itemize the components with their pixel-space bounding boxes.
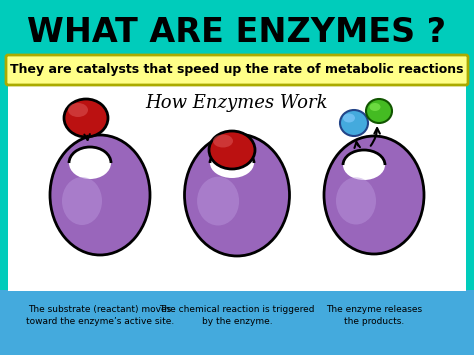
Ellipse shape — [366, 99, 392, 123]
Ellipse shape — [340, 110, 368, 136]
Text: The substrate (reactant) moves
toward the enzyme’s active site.: The substrate (reactant) moves toward th… — [26, 305, 174, 327]
Ellipse shape — [64, 99, 108, 137]
Ellipse shape — [213, 135, 233, 147]
Text: The chemical reaction is triggered
by the enzyme.: The chemical reaction is triggered by th… — [159, 305, 315, 327]
Ellipse shape — [324, 136, 424, 254]
Ellipse shape — [370, 103, 381, 111]
FancyBboxPatch shape — [6, 55, 468, 85]
Text: How Enzymes Work: How Enzymes Work — [146, 94, 328, 112]
Text: WHAT ARE ENZYMES ?: WHAT ARE ENZYMES ? — [27, 16, 447, 49]
Ellipse shape — [69, 147, 111, 179]
Ellipse shape — [210, 148, 254, 178]
Ellipse shape — [184, 134, 290, 256]
Bar — [8, 86, 466, 291]
Ellipse shape — [68, 103, 88, 117]
Ellipse shape — [209, 131, 255, 169]
Ellipse shape — [343, 114, 355, 122]
Ellipse shape — [343, 150, 385, 180]
Text: They are catalysts that speed up the rate of metabolic reactions: They are catalysts that speed up the rat… — [10, 64, 464, 76]
Ellipse shape — [197, 177, 239, 225]
Ellipse shape — [50, 135, 150, 255]
Bar — [0, 290, 474, 355]
Ellipse shape — [62, 177, 102, 225]
Ellipse shape — [336, 177, 376, 224]
Text: The enzyme releases
the products.: The enzyme releases the products. — [326, 305, 422, 327]
